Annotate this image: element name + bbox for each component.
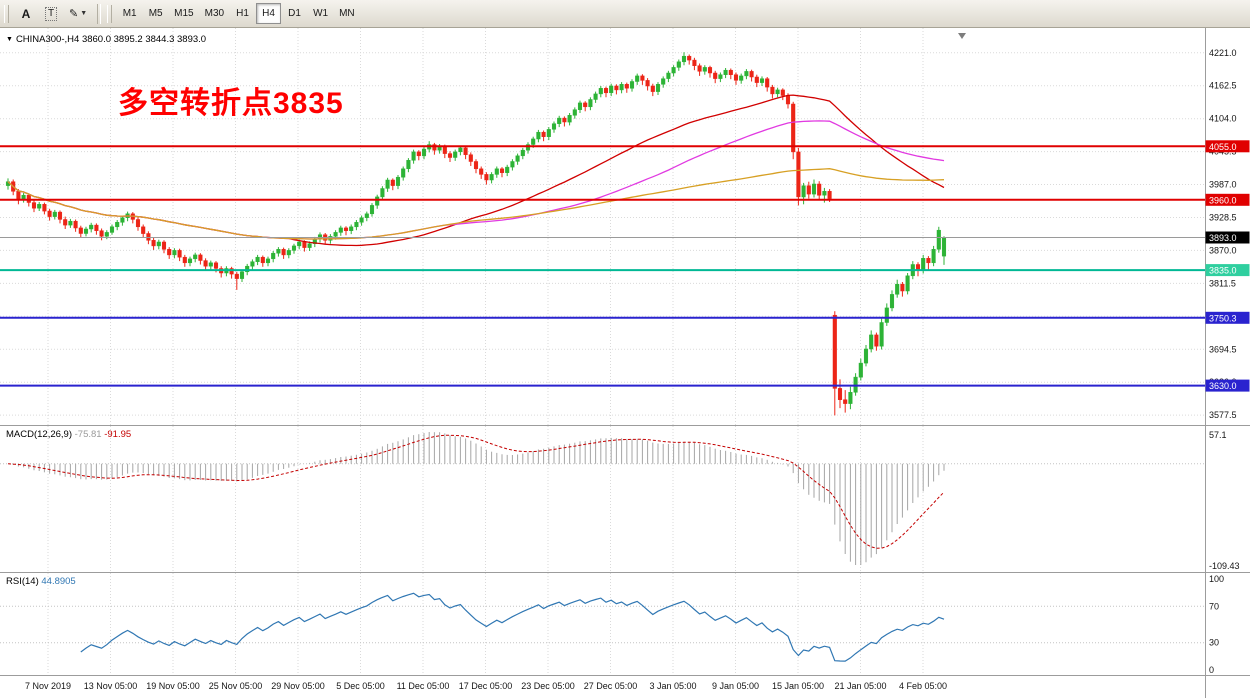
svg-text:3630.0: 3630.0 — [1209, 381, 1237, 391]
time-label: 29 Nov 05:00 — [271, 681, 325, 691]
shift-marker — [958, 33, 966, 39]
macd-histogram — [12, 432, 945, 565]
expander-triangle-icon[interactable]: ▼ — [6, 36, 13, 43]
timeframe-toolbar: M1 M5 M15 M30 H1 H4 D1 W1 MN — [117, 3, 359, 24]
svg-text:4104.0: 4104.0 — [1209, 114, 1237, 124]
price-badge — [1205, 193, 1250, 206]
price-badge — [1205, 379, 1250, 392]
price-badge — [1205, 140, 1250, 153]
svg-text:3893.0: 3893.0 — [1209, 233, 1237, 243]
time-label: 3 Jan 05:00 — [649, 681, 697, 691]
svg-text:0: 0 — [1209, 665, 1214, 675]
timeframe-button-m1[interactable]: M1 — [117, 3, 142, 24]
time-label: 5 Dec 05:00 — [336, 681, 385, 691]
time-axis[interactable]: 7 Nov 2019 13 Nov 05:00 19 Nov 05:00 25 Nov… — [0, 675, 1250, 698]
candles — [5, 52, 947, 416]
rsi-value: 44.8905 — [41, 576, 76, 587]
price-badge — [1205, 231, 1250, 244]
rsi-name: RSI(14) — [6, 576, 39, 587]
macd-name: MACD(12,26,9) — [6, 429, 72, 440]
time-label: 4 Feb 05:00 — [898, 681, 948, 691]
time-label: 11 Dec 05:00 — [396, 681, 450, 691]
rsi-grid — [0, 573, 1205, 676]
macd-signal-line — [7, 434, 945, 549]
svg-text:3928.5: 3928.5 — [1209, 212, 1237, 222]
styles-palette-button[interactable]: ✎ ▼ — [64, 3, 92, 24]
time-label: 21 Jan 05:00 — [834, 681, 887, 691]
time-label: 23 Dec 05:00 — [521, 681, 575, 691]
horizontal-lines — [0, 145, 1205, 387]
chart-annotation-text[interactable]: 多空转折点3835 — [118, 87, 344, 120]
ma-line-140 — [7, 168, 945, 240]
symbol-name: CHINA300-,H4 — [15, 34, 80, 45]
macd-value-main: -75.81 — [74, 429, 102, 440]
rsi-svg[interactable]: 100 70 30 0 — [0, 573, 1250, 676]
svg-text:100: 100 — [1209, 574, 1224, 584]
price-badge — [1205, 311, 1250, 324]
timeframe-button-h4[interactable]: H4 — [256, 3, 282, 24]
macd-value-signal: -91.95 — [104, 429, 132, 440]
text-frame-icon: T — [44, 6, 58, 21]
text-label-tool-button[interactable]: T — [39, 3, 63, 24]
price-badge — [1205, 264, 1250, 277]
price-chart-svg[interactable]: 4221.04162.54104.04045.53987.03928.53870… — [0, 28, 1250, 425]
rsi-axis[interactable]: 100 70 30 0 — [1205, 573, 1250, 676]
ma-line-85 — [7, 120, 945, 240]
svg-text:3750.3: 3750.3 — [1209, 313, 1237, 323]
macd-axis[interactable]: 57.1 -109.43 — [1205, 426, 1250, 573]
time-label: 25 Nov 05:00 — [208, 681, 263, 691]
svg-text:3694.5: 3694.5 — [1209, 344, 1237, 354]
timeframe-button-d1[interactable]: D1 — [282, 3, 307, 24]
svg-text:70: 70 — [1209, 601, 1219, 611]
macd-svg[interactable]: 57.1 -109.43 — [0, 426, 1250, 573]
rsi-panel[interactable]: 100 70 30 0 RSI(14) 44.8905 — [0, 572, 1250, 676]
svg-text:3835.0: 3835.0 — [1209, 266, 1237, 276]
time-label: 27 Dec 05:00 — [583, 681, 638, 691]
brush-icon: ✎ — [69, 8, 79, 20]
timeframe-button-h1[interactable]: H1 — [230, 3, 255, 24]
time-label: 15 Jan 05:00 — [771, 681, 825, 691]
timeframe-button-m5[interactable]: M5 — [143, 3, 168, 24]
svg-text:4221.0: 4221.0 — [1209, 48, 1237, 58]
rsi-line — [80, 592, 945, 662]
symbol-ohlc-line: ▼ CHINA300-,H4 3860.0 3895.2 3844.3 3893.… — [6, 34, 206, 45]
svg-text:30: 30 — [1209, 638, 1219, 648]
svg-text:57.1: 57.1 — [1209, 430, 1227, 440]
macd-label: MACD(12,26,9) -75.81 -91.95 — [6, 429, 131, 440]
svg-text:4055.0: 4055.0 — [1209, 142, 1237, 152]
svg-text:3870.0: 3870.0 — [1209, 245, 1237, 255]
rsi-label: RSI(14) 44.8905 — [6, 576, 76, 587]
toolbar-grip[interactable] — [4, 4, 9, 23]
time-label: 9 Jan 05:00 — [711, 681, 760, 691]
toolbar: A T ✎ ▼ M1 M5 M15 M30 H1 H4 D1 W1 MN — [0, 0, 1250, 28]
svg-text:3811.5: 3811.5 — [1209, 278, 1236, 288]
svg-text:4162.5: 4162.5 — [1209, 81, 1237, 91]
timeframe-button-m15[interactable]: M15 — [169, 3, 198, 24]
svg-text:-109.43: -109.43 — [1209, 561, 1240, 571]
ohlc-values: 3860.0 3895.2 3844.3 3893.0 — [81, 34, 207, 45]
time-label: 19 Nov 05:00 — [146, 681, 200, 691]
timeframe-button-mn[interactable]: MN — [334, 3, 360, 24]
svg-text:3960.0: 3960.0 — [1209, 195, 1237, 205]
toolbar-separator — [97, 3, 102, 24]
arrow-text-tool-button[interactable]: A — [14, 3, 38, 24]
svg-text:3577.5: 3577.5 — [1209, 410, 1237, 420]
time-label: 13 Nov 05:00 — [83, 681, 138, 691]
time-label: 7 Nov 2019 — [24, 681, 72, 691]
timeframe-button-m30[interactable]: M30 — [200, 3, 229, 24]
time-label: 17 Dec 05:00 — [458, 681, 513, 691]
svg-text:3987.0: 3987.0 — [1209, 180, 1237, 190]
price-chart-panel[interactable]: 4221.04162.54104.04045.53987.03928.53870… — [0, 28, 1250, 425]
toolbar-grip[interactable] — [107, 4, 113, 23]
timeframe-button-w1[interactable]: W1 — [308, 3, 333, 24]
chevron-down-icon: ▼ — [80, 10, 88, 17]
price-axis[interactable]: 4221.04162.54104.04045.53987.03928.53870… — [1205, 28, 1250, 425]
macd-panel[interactable]: 57.1 -109.43 MACD(12,26,9) -75.81 -91.95 — [0, 425, 1250, 573]
axis-separator — [1205, 676, 1206, 698]
macd-grid — [0, 426, 1205, 573]
